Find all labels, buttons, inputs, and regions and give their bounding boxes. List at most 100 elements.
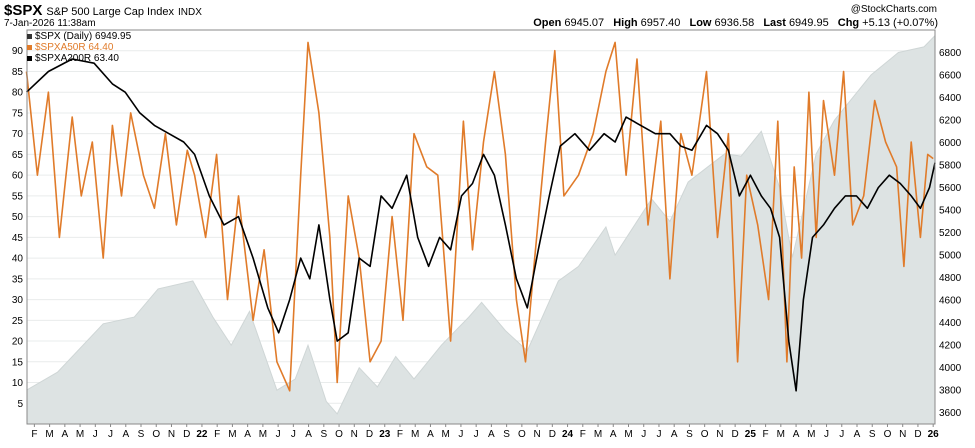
year-tick-label: 24	[562, 429, 574, 440]
right-tick-label: 6000	[939, 138, 962, 149]
left-tick-label: 90	[12, 46, 24, 57]
ohlc-readout: Open 6945.07 High 6957.40 Low 6936.58 Last 6…	[527, 17, 938, 29]
month-tick-label: A	[671, 429, 678, 440]
month-tick-label: A	[854, 429, 861, 440]
right-tick-label: 4000	[939, 363, 962, 374]
plot-frame	[26, 29, 936, 425]
exchange: INDX	[177, 7, 202, 18]
month-tick-label: M	[411, 429, 419, 440]
month-tick-label: O	[884, 429, 892, 440]
month-tick-label: D	[914, 429, 921, 440]
left-tick-label: 40	[12, 254, 24, 265]
month-tick-label: M	[624, 429, 632, 440]
right-tick-label: 5200	[939, 228, 962, 239]
legend-text-a200: $SPXA200R 63.40	[35, 53, 119, 64]
month-tick-label: F	[31, 429, 37, 440]
month-tick-label: J	[839, 429, 844, 440]
low-value: 6936.58	[714, 17, 755, 29]
month-tick-label: M	[807, 429, 815, 440]
right-tick-label: 5800	[939, 161, 962, 172]
month-tick-label: N	[899, 429, 906, 440]
month-tick-label: A	[305, 429, 312, 440]
legend-text-spx: $SPX (Daily) 6949.95	[35, 31, 132, 42]
legend-swatch-spx	[27, 33, 32, 39]
legend-a200: $SPXA200R 63.40	[27, 53, 119, 64]
right-tick-label: 6200	[939, 116, 962, 127]
month-tick-label: O	[701, 429, 709, 440]
series-a200-line	[25, 58, 936, 392]
month-tick-label: F	[580, 429, 586, 440]
right-tick-label: 3800	[939, 386, 962, 397]
month-tick-label: M	[76, 429, 84, 440]
last-value: 6949.95	[788, 17, 829, 29]
series-spx-line	[26, 35, 936, 415]
month-tick-label: A	[62, 429, 69, 440]
month-tick-label: S	[686, 429, 693, 440]
month-tick-label: N	[351, 429, 358, 440]
month-tick-label: M	[45, 429, 53, 440]
series-spx-area	[26, 35, 935, 424]
year-tick-label: 26	[928, 429, 940, 440]
left-tick-label: 85	[12, 67, 24, 78]
brand-watermark: @StockCharts.com	[850, 4, 937, 15]
right-tick-label: 6800	[939, 48, 962, 59]
month-tick-label: J	[276, 429, 281, 440]
right-tick-label: 5000	[939, 251, 962, 262]
left-tick-label: 30	[12, 295, 24, 306]
left-tick-label: 15	[12, 357, 24, 368]
month-tick-label: F	[214, 429, 220, 440]
symbol: $SPX	[4, 2, 43, 19]
month-tick-label: J	[824, 429, 829, 440]
month-tick-label: J	[474, 429, 479, 440]
change-value: +5.13 (+0.07%)	[862, 17, 938, 29]
month-tick-label: F	[397, 429, 403, 440]
legend-swatch-a50	[27, 44, 32, 50]
month-tick-label: J	[656, 429, 661, 440]
open-label: Open	[533, 17, 562, 29]
right-tick-label: 6400	[939, 93, 962, 104]
chart-header: $SPX S&P 500 Large Cap Index INDX 7-Jan-20…	[0, 0, 975, 30]
left-tick-label: 20	[12, 337, 24, 348]
month-tick-label: A	[488, 429, 495, 440]
year-tick-label: 23	[379, 429, 391, 440]
month-tick-label: F	[763, 429, 769, 440]
left-tick-label: 50	[12, 212, 24, 223]
timestamp: 7-Jan-2026 11:38am	[4, 18, 96, 29]
left-tick-label: 60	[12, 171, 24, 182]
month-tick-label: J	[458, 429, 463, 440]
month-tick-label: M	[777, 429, 785, 440]
left-tick-label: 70	[12, 129, 24, 140]
month-tick-label: J	[108, 429, 113, 440]
month-tick-label: M	[228, 429, 236, 440]
month-tick-label: J	[641, 429, 646, 440]
title-row: $SPX S&P 500 Large Cap Index INDX	[4, 2, 202, 20]
right-tick-label: 6600	[939, 71, 962, 82]
right-tick-label: 4400	[939, 318, 962, 329]
month-tick-label: N	[716, 429, 723, 440]
legend-a50: $SPXA50R 64.40	[27, 42, 113, 53]
month-tick-label: O	[152, 429, 160, 440]
month-tick-label: D	[732, 429, 739, 440]
left-tick-label: 25	[12, 316, 24, 327]
month-tick-label: A	[610, 429, 617, 440]
month-tick-label: S	[320, 429, 327, 440]
left-tick-label: 75	[12, 108, 24, 119]
left-tick-label: 10	[12, 378, 24, 389]
legend-spx: $SPX (Daily) 6949.95	[27, 31, 131, 42]
right-tick-label: 5400	[939, 206, 962, 217]
open-value: 6945.07	[564, 17, 605, 29]
high-label: High	[613, 17, 638, 29]
month-tick-label: N	[533, 429, 540, 440]
right-tick-label: 4600	[939, 296, 962, 307]
left-tick-label: 5	[17, 399, 23, 410]
right-tick-label: 4800	[939, 273, 962, 284]
year-tick-label: 22	[196, 429, 208, 440]
month-tick-label: D	[549, 429, 556, 440]
left-tick-label: 65	[12, 150, 24, 161]
left-tick-label: 55	[12, 191, 24, 202]
index-name: S&P 500 Large Cap Index	[46, 6, 174, 18]
month-tick-label: A	[122, 429, 129, 440]
month-tick-label: M	[594, 429, 602, 440]
series-a50-line	[25, 41, 934, 392]
